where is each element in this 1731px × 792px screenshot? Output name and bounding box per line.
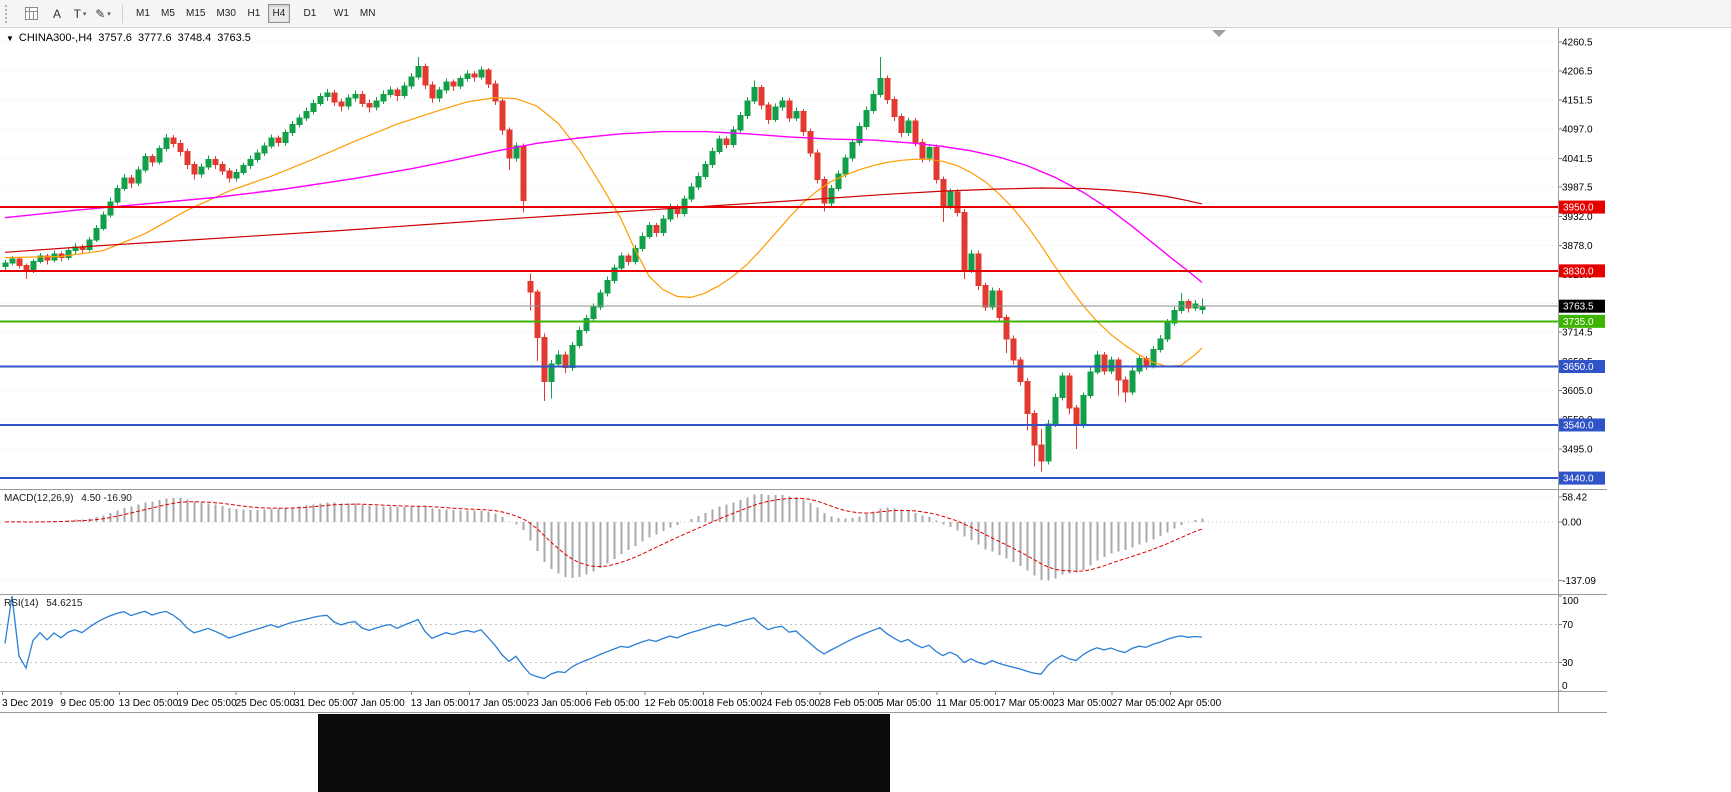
svg-text:4151.5: 4151.5 xyxy=(1562,96,1593,107)
chart-window[interactable]: 4260.5 4206.5 4151.5 4097.0 4041.5 3987.5 3932… xyxy=(0,28,1607,713)
svg-text:4260.5: 4260.5 xyxy=(1562,38,1593,49)
svg-text:0: 0 xyxy=(1562,681,1568,692)
chart-shift-marker xyxy=(1212,30,1226,37)
horizontal-lines-layer[interactable] xyxy=(0,206,1558,480)
svg-text:27 Mar 05:00: 27 Mar 05:00 xyxy=(1112,698,1171,709)
moving-averages-layer xyxy=(4,96,1203,368)
timeframe-mn-button[interactable]: MN xyxy=(356,4,380,23)
svg-text:9 Dec 05:00: 9 Dec 05:00 xyxy=(60,698,114,709)
chevron-down-icon: ▾ xyxy=(82,10,87,18)
ma-slow-red-line xyxy=(4,187,1203,253)
svg-text:18 Feb 05:00: 18 Feb 05:00 xyxy=(703,698,762,709)
macd-grid: 58.42 0.00 -137.09 xyxy=(0,492,1596,587)
svg-text:24 Feb 05:00: 24 Feb 05:00 xyxy=(761,698,820,709)
svg-text:3440.0: 3440.0 xyxy=(1563,474,1594,485)
svg-text:2 Apr 05:00: 2 Apr 05:00 xyxy=(1170,698,1222,709)
font-tool-label: A xyxy=(52,6,61,21)
chevron-down-icon: ▾ xyxy=(107,10,111,18)
svg-text:100: 100 xyxy=(1562,596,1579,607)
chart-grid-icon-glyph xyxy=(24,7,38,20)
chart-grid-icon[interactable] xyxy=(17,3,45,25)
svg-text:4097.0: 4097.0 xyxy=(1562,124,1593,135)
pencil-icon: ✎ xyxy=(95,6,106,21)
svg-text:3987.5: 3987.5 xyxy=(1562,183,1593,194)
svg-text:3650.0: 3650.0 xyxy=(1563,362,1594,373)
timeframe-m1-button[interactable]: M1 xyxy=(132,4,154,23)
svg-text:23 Mar 05:00: 23 Mar 05:00 xyxy=(1053,698,1112,709)
svg-text:6 Feb 05:00: 6 Feb 05:00 xyxy=(586,698,640,709)
svg-text:28 Feb 05:00: 28 Feb 05:00 xyxy=(820,698,879,709)
svg-text:3878.0: 3878.0 xyxy=(1562,241,1593,252)
price-tags[interactable]: 3950.0 3830.0 3735.0 3650.0 3540.0 3440.0 3763… xyxy=(1559,200,1605,485)
candles-layer xyxy=(2,57,1206,472)
macd-signal-line xyxy=(5,497,1203,572)
text-tool-label: T xyxy=(73,6,81,21)
draw-tool-button[interactable]: ✎ ▾ xyxy=(92,4,114,24)
macd-histogram xyxy=(11,494,1204,581)
svg-text:-137.09: -137.09 xyxy=(1562,576,1596,587)
svg-text:4041.5: 4041.5 xyxy=(1562,154,1593,165)
svg-text:17 Jan 05:00: 17 Jan 05:00 xyxy=(469,698,527,709)
svg-text:13 Jan 05:00: 13 Jan 05:00 xyxy=(411,698,469,709)
svg-text:4206.5: 4206.5 xyxy=(1562,66,1593,77)
svg-text:11 Mar 05:00: 11 Mar 05:00 xyxy=(936,698,995,709)
svg-text:58.42: 58.42 xyxy=(1562,492,1587,503)
svg-text:3763.5: 3763.5 xyxy=(1563,302,1594,313)
timeframe-m30-button[interactable]: M30 xyxy=(212,4,239,23)
svg-text:25 Dec 05:00: 25 Dec 05:00 xyxy=(236,698,296,709)
svg-text:5 Mar 05:00: 5 Mar 05:00 xyxy=(878,698,932,709)
price-chart-surface[interactable]: 4260.5 4206.5 4151.5 4097.0 4041.5 3987.5 3932… xyxy=(0,28,1607,713)
toolbar-separator xyxy=(122,4,123,23)
panel-separators xyxy=(0,28,1607,713)
timeframe-m5-button[interactable]: M5 xyxy=(157,4,179,23)
background-window-fragment xyxy=(318,714,890,792)
svg-text:23 Jan 05:00: 23 Jan 05:00 xyxy=(528,698,586,709)
svg-text:17 Mar 05:00: 17 Mar 05:00 xyxy=(995,698,1054,709)
svg-text:12 Feb 05:00: 12 Feb 05:00 xyxy=(644,698,703,709)
ma-fast-orange-line xyxy=(4,96,1203,368)
svg-text:3735.0: 3735.0 xyxy=(1563,317,1594,328)
svg-text:3495.0: 3495.0 xyxy=(1562,444,1593,455)
svg-text:3950.0: 3950.0 xyxy=(1563,203,1594,214)
price-axis-labels: 4260.5 4206.5 4151.5 4097.0 4041.5 3987.5 3932… xyxy=(1558,38,1593,484)
svg-text:3830.0: 3830.0 xyxy=(1563,266,1594,277)
svg-text:3 Dec 2019: 3 Dec 2019 xyxy=(2,698,54,709)
svg-text:31 Dec 05:00: 31 Dec 05:00 xyxy=(294,698,354,709)
svg-text:7 Jan 05:00: 7 Jan 05:00 xyxy=(352,698,405,709)
svg-text:3540.0: 3540.0 xyxy=(1563,420,1594,431)
timeframe-h4-button[interactable]: H4 xyxy=(267,4,290,23)
ma-mid-magenta-line xyxy=(4,130,1203,284)
svg-text:3932.0: 3932.0 xyxy=(1562,212,1593,223)
toolbar: A T ▾ ✎ ▾ M1 M5 M15 M30 H1 H4 D1 W1 MN xyxy=(0,0,1731,28)
svg-text:0.00: 0.00 xyxy=(1562,517,1582,528)
svg-text:30: 30 xyxy=(1562,658,1574,669)
text-tool-button[interactable]: T ▾ xyxy=(69,4,91,24)
toolbar-grip-icon[interactable] xyxy=(5,4,11,23)
one-click-trading-toggle[interactable]: ▼ xyxy=(6,33,14,43)
timeframe-w1-button[interactable]: W1 xyxy=(330,4,353,23)
timeframe-h1-button[interactable]: H1 xyxy=(243,4,265,23)
svg-text:3605.0: 3605.0 xyxy=(1562,386,1593,397)
timeframe-m15-button[interactable]: M15 xyxy=(182,4,209,23)
timeframe-d1-button[interactable]: D1 xyxy=(299,4,321,23)
svg-text:13 Dec 05:00: 13 Dec 05:00 xyxy=(119,698,179,709)
font-tool-button[interactable]: A xyxy=(46,4,68,24)
svg-text:3714.5: 3714.5 xyxy=(1562,328,1593,339)
rsi-line xyxy=(4,596,1203,680)
svg-text:70: 70 xyxy=(1562,620,1574,631)
price-grid xyxy=(0,41,1558,479)
svg-text:19 Dec 05:00: 19 Dec 05:00 xyxy=(177,698,237,709)
rsi-grid: 100 70 30 0 xyxy=(0,595,1579,692)
